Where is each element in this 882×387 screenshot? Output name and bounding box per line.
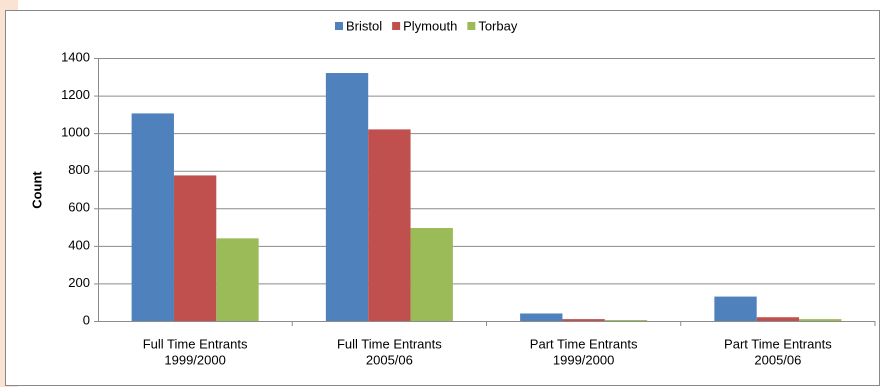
y-tick-label: 1000 xyxy=(61,125,90,140)
bar xyxy=(604,320,648,321)
legend-swatch xyxy=(467,22,476,30)
y-tick-label: 200 xyxy=(68,275,90,290)
x-tick-label: Part Time Entrants xyxy=(724,336,832,351)
x-tick-label: 2005/06 xyxy=(754,352,801,367)
bar xyxy=(562,319,605,321)
legend-swatch xyxy=(335,22,343,30)
y-tick-label: 1400 xyxy=(61,49,90,64)
x-tick-label: 2005/06 xyxy=(366,352,413,367)
bar xyxy=(173,175,217,321)
bar xyxy=(325,73,369,322)
y-axis-label: Count xyxy=(29,171,44,209)
y-tick-label: 1200 xyxy=(61,87,90,102)
bar xyxy=(520,313,563,321)
bar xyxy=(410,228,453,321)
y-tick-label: 0 xyxy=(83,312,90,327)
bar xyxy=(368,129,411,321)
bar xyxy=(799,319,842,321)
legend-label: Plymouth xyxy=(403,18,457,33)
y-tick-label: 400 xyxy=(68,237,90,252)
bar xyxy=(756,317,800,321)
bar xyxy=(131,113,174,322)
x-tick-label: Full Time Entrants xyxy=(143,336,248,351)
bar xyxy=(714,296,757,321)
x-tick-label: Part Time Entrants xyxy=(530,336,638,351)
y-tick-label: 800 xyxy=(68,162,90,177)
legend-label: Torbay xyxy=(478,18,518,33)
bar xyxy=(216,238,259,321)
x-tick-label: Full Time Entrants xyxy=(337,336,442,351)
legend-swatch xyxy=(392,22,401,30)
x-tick-label: 1999/2000 xyxy=(164,352,225,367)
legend-label: Bristol xyxy=(346,18,382,33)
x-tick-label: 1999/2000 xyxy=(553,352,614,367)
y-tick-label: 600 xyxy=(68,200,90,215)
